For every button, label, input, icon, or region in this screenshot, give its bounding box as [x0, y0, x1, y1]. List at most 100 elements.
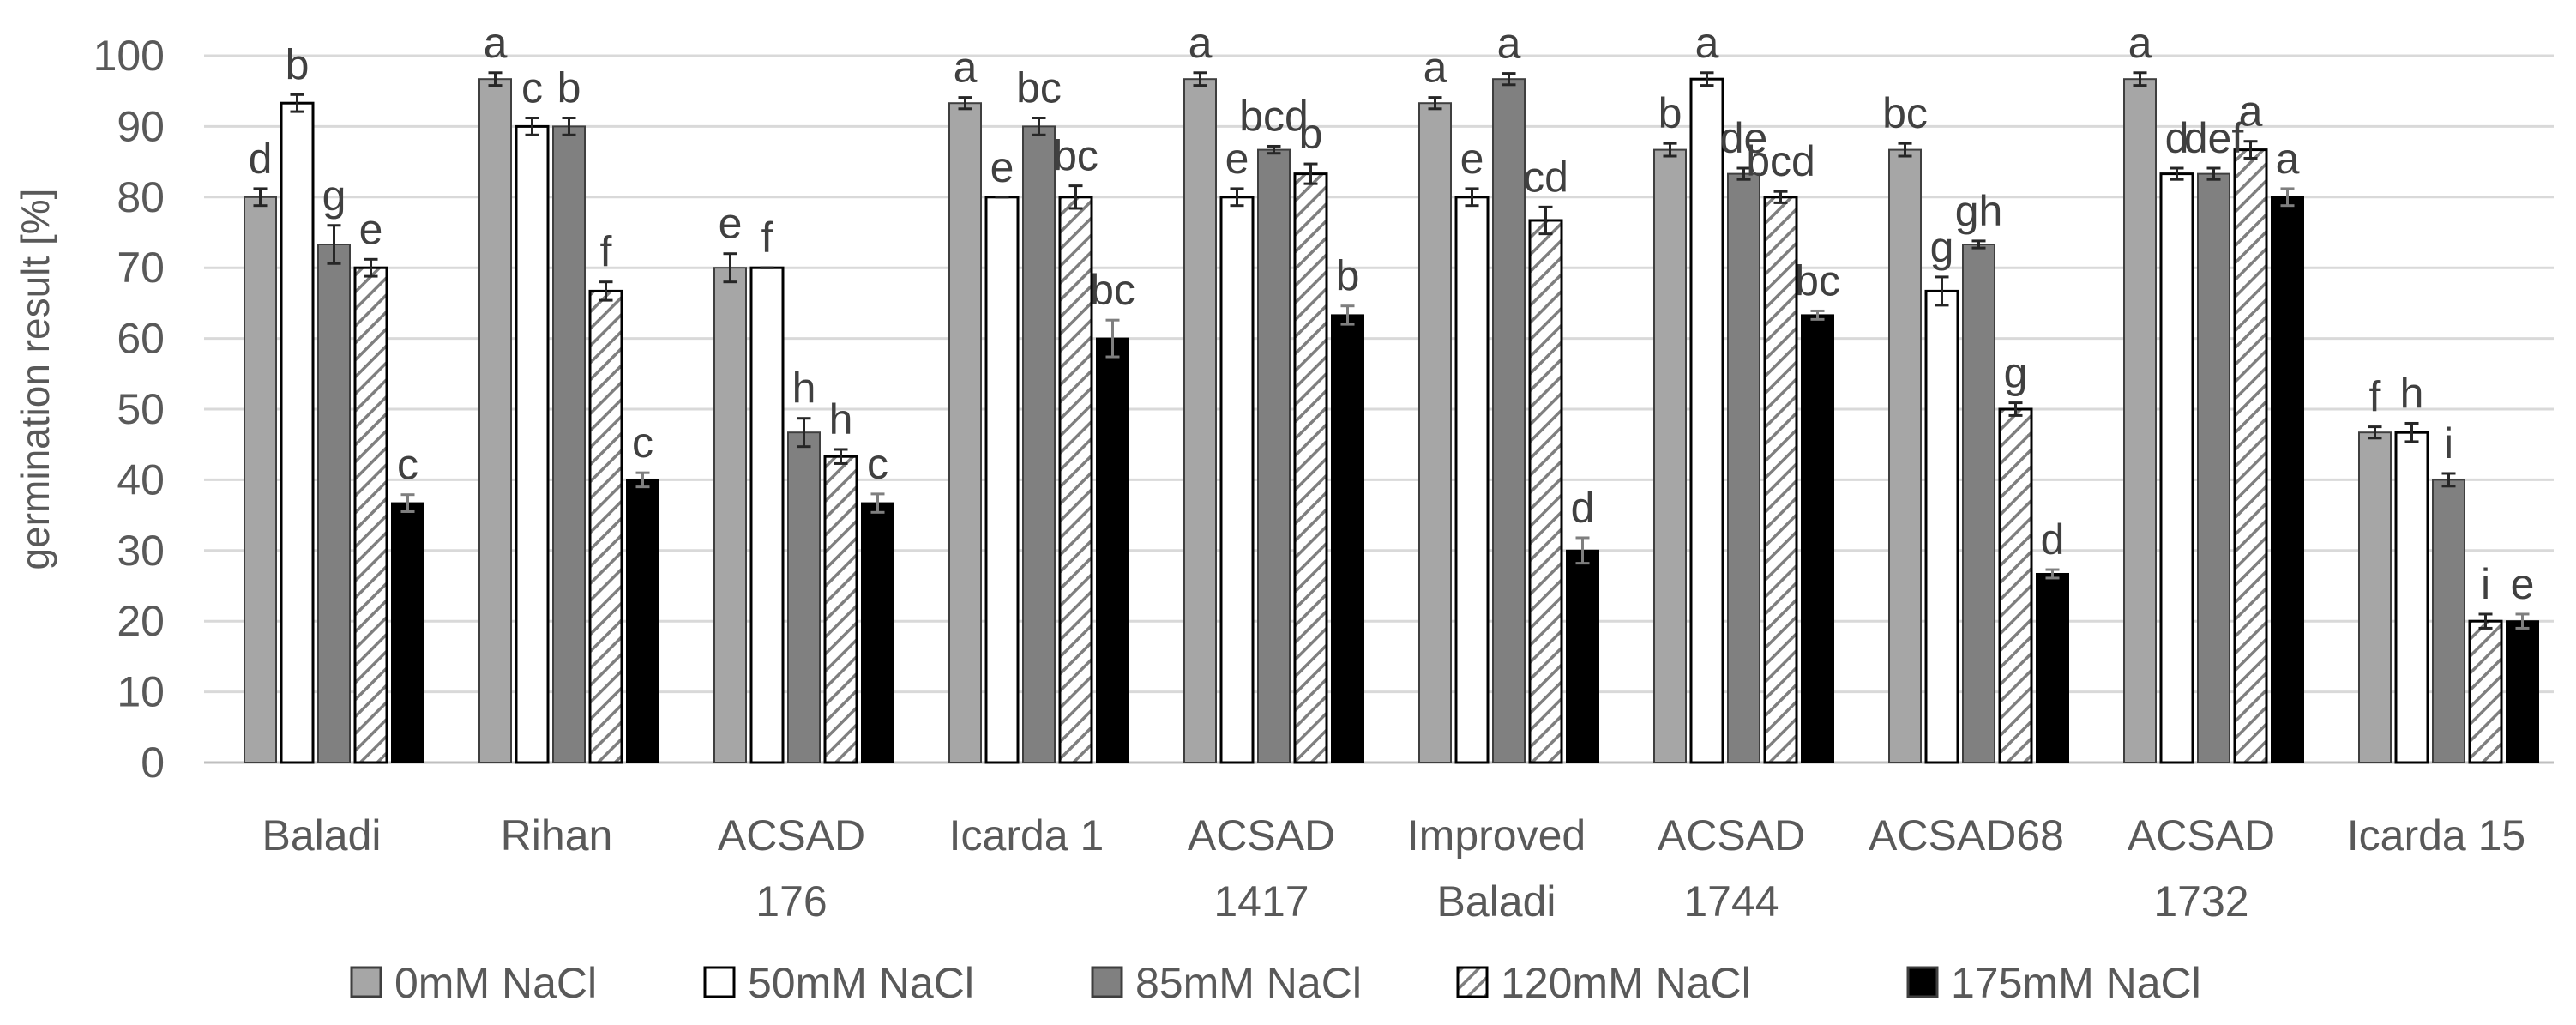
y-tick-label: 100 [93, 32, 165, 80]
significance-letter: d [2041, 516, 2065, 564]
significance-letter: f [2369, 373, 2381, 421]
significance-letter: b [1658, 89, 1682, 137]
category-label: Icarda 1 [949, 811, 1104, 859]
bar [1058, 196, 1093, 764]
category-label: 176 [755, 877, 827, 926]
significance-letter: bc [1053, 132, 1098, 180]
legend-label: 85mM NaCl [1135, 959, 1362, 1007]
bar [749, 266, 785, 764]
bar [2197, 172, 2230, 764]
bar [2468, 619, 2503, 764]
significance-letter: a [954, 44, 978, 92]
bar [1566, 549, 1599, 763]
bar [1653, 148, 1687, 764]
category-label: Rihan [501, 811, 613, 859]
legend-swatch [1906, 966, 1939, 998]
bar [280, 101, 315, 764]
bar [244, 196, 277, 764]
bar [1219, 196, 1255, 764]
legend-label: 120mM NaCl [1501, 959, 1751, 1007]
significance-letter: i [2444, 419, 2453, 467]
y-tick-label: 70 [117, 244, 165, 292]
legend-label: 0mM NaCl [394, 959, 597, 1007]
legend-swatch [1091, 966, 1123, 998]
significance-letter: b [1299, 110, 1323, 158]
significance-letter: h [829, 395, 853, 443]
significance-letter: e [990, 143, 1014, 191]
bar [2358, 431, 2392, 763]
y-tick-label: 0 [141, 739, 165, 787]
bar [1454, 196, 1490, 764]
category-label: ACSAD68 [1869, 811, 2064, 859]
significance-letter: e [719, 200, 743, 248]
x-axis: Baladi Rihan ACSAD 176 Icarda 1 ACSAD 1417 Impr… [262, 811, 2526, 926]
significance-letter: b [286, 40, 310, 88]
y-tick-label: 30 [117, 527, 165, 575]
significance-letter: bc [1016, 64, 1062, 112]
legend-swatch [703, 966, 736, 998]
significance-letter: d [1571, 484, 1595, 532]
bar [1528, 219, 1563, 764]
significance-letter: gh [1955, 187, 2003, 235]
bar [1183, 78, 1217, 763]
significance-letter: g [2004, 349, 2028, 397]
bar [948, 102, 982, 763]
category-label: ACSAD [1188, 811, 1335, 859]
y-tick-label: 80 [117, 173, 165, 221]
bar [1492, 78, 1526, 763]
y-axis-label: germination result [%] [13, 189, 57, 570]
y-tick-label: 90 [117, 102, 165, 150]
y-tick-label: 60 [117, 315, 165, 363]
significance-letter: f [600, 228, 612, 276]
significance-letter: b [1336, 252, 1360, 300]
significance-letter: a [1423, 44, 1447, 92]
y-tick-label: 10 [117, 668, 165, 716]
significance-letter: c [632, 419, 653, 467]
bar [1418, 102, 1452, 763]
legend: 0mM NaCl 50mM NaCl 85mM NaCl 120mM NaCl 175m… [350, 959, 2201, 1007]
category-label: 1744 [1683, 877, 1779, 926]
bar [861, 502, 894, 763]
bar [2159, 172, 2194, 764]
bar [1022, 125, 1056, 763]
significance-letter: g [322, 172, 346, 220]
bar [588, 289, 623, 764]
bar [1727, 172, 1760, 764]
significance-letter: d [2165, 114, 2189, 162]
bars [244, 71, 2539, 764]
significance-letter: b [557, 64, 581, 112]
bar [515, 124, 550, 764]
bar [984, 196, 1020, 764]
significance-letter: d [249, 135, 273, 183]
significance-letter: bc [1882, 89, 1928, 137]
bar [1689, 77, 1724, 764]
bar [787, 431, 821, 763]
bar [2233, 148, 2268, 764]
category-label: ACSAD [718, 811, 865, 859]
bar [552, 125, 586, 763]
significance-letter: de [1720, 114, 1768, 162]
bar [2271, 196, 2304, 764]
significance-letter: a [2276, 135, 2300, 183]
bar [478, 78, 512, 763]
category-label: Baladi [262, 811, 382, 859]
category-label: ACSAD [1658, 811, 1805, 859]
legend-label: 50mM NaCl [748, 959, 974, 1007]
significance-letter: a [1695, 19, 1719, 67]
significance-letter: def [2184, 114, 2244, 162]
bar [353, 266, 388, 764]
significance-letter: a [484, 19, 508, 67]
bar [2036, 572, 2069, 763]
y-tick-label: 50 [117, 385, 165, 433]
bar [1257, 148, 1291, 764]
y-tick-label: 20 [117, 597, 165, 645]
category-label: 1417 [1213, 877, 1309, 926]
bar [823, 455, 858, 764]
bar [1331, 314, 1364, 763]
significance-letter: a [1189, 19, 1213, 67]
bar [2394, 431, 2429, 764]
category-label: ACSAD [2128, 811, 2275, 859]
significance-letter: c [867, 440, 888, 488]
